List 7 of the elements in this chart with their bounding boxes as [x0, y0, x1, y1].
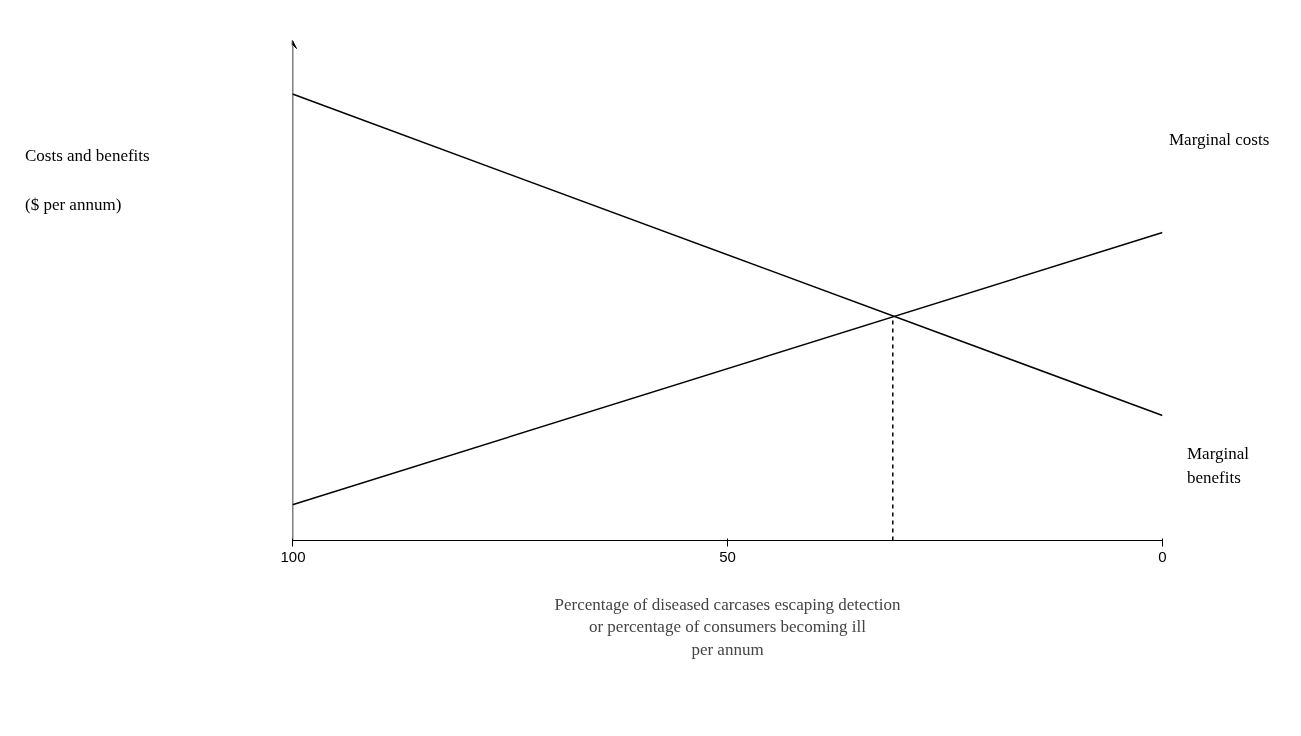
x-tick-label: 100	[280, 547, 306, 565]
x-tick-label: 0	[1158, 547, 1167, 565]
text: Costs and benefits ($ per annum)	[25, 146, 150, 214]
x-tick-label: 50	[719, 547, 736, 565]
text: Marginal costs	[1169, 129, 1271, 151]
x-axis-title: Percentage of diseased carcases escaping detection or percentage of consumers becoming ill per annum	[554, 594, 901, 660]
text: Marginal benefits	[1187, 443, 1250, 490]
